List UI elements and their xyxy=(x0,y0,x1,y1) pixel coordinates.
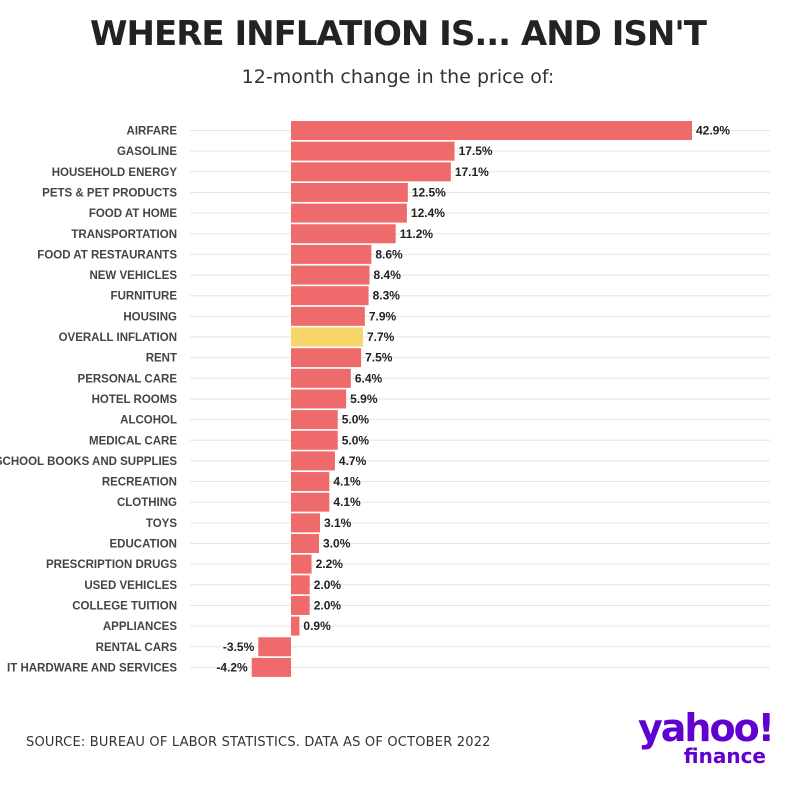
bar-toys xyxy=(291,513,320,533)
bar-recreation xyxy=(291,472,330,492)
value-label-housing: 7.9% xyxy=(369,309,397,323)
value-label-transportation: 11.2% xyxy=(400,227,434,241)
bar-education xyxy=(291,534,320,553)
value-label-airfare: 42.9% xyxy=(696,124,730,138)
value-label-recreation: 4.1% xyxy=(333,475,361,489)
yahoo-finance-logo: yahoo! finance xyxy=(638,708,778,770)
brand-name: yahoo! xyxy=(638,706,775,750)
bar-college-tuition xyxy=(291,595,310,615)
bar-overall-inflation xyxy=(291,327,363,347)
bar-new-vehicles xyxy=(291,265,370,285)
value-label-food-at-home: 12.4% xyxy=(411,206,445,220)
value-label-prescription-drugs: 2.2% xyxy=(316,557,344,571)
category-label-gasoline: GASOLINE xyxy=(117,146,177,158)
bar-school-books-and-supplies xyxy=(291,451,335,471)
bars xyxy=(251,121,692,677)
value-label-personal-care: 6.4% xyxy=(355,371,383,385)
value-label-education: 3.0% xyxy=(323,537,351,551)
value-label-school-books-and-supplies: 4.7% xyxy=(339,454,367,468)
bar-rent xyxy=(291,348,362,368)
category-label-used-vehicles: USED VEHICLES xyxy=(84,580,177,592)
value-label-rent: 7.5% xyxy=(365,351,393,365)
value-label-medical-care: 5.0% xyxy=(342,433,370,447)
category-labels: AIRFARE GASOLINE HOUSEHOLD ENERGY PETS & PE… xyxy=(0,126,177,675)
bar-transportation xyxy=(291,224,396,244)
page-title: WHERE INFLATION IS... AND ISN'T xyxy=(90,14,707,54)
gridlines xyxy=(190,130,770,668)
category-label-medical-care: MEDICAL CARE xyxy=(89,435,177,447)
category-label-rent: RENT xyxy=(146,353,177,365)
bar-housing xyxy=(291,306,365,326)
category-label-recreation: RECREATION xyxy=(102,477,177,489)
category-label-alcohol: ALCOHOL xyxy=(120,415,177,427)
bar-it-hardware-and-services xyxy=(251,657,291,677)
bar-hotel-rooms xyxy=(291,389,347,409)
bar-food-at-home xyxy=(291,203,407,223)
source-note: SOURCE: BUREAU OF LABOR STATISTICS. DATA… xyxy=(26,735,491,750)
value-label-household-energy: 17.1% xyxy=(455,165,489,179)
bar-appliances xyxy=(291,616,300,636)
bar-gasoline xyxy=(291,141,455,161)
category-label-school-books-and-supplies: SCHOOL BOOKS AND SUPPLIES xyxy=(0,456,177,468)
value-label-used-vehicles: 2.0% xyxy=(314,578,342,592)
value-label-new-vehicles: 8.4% xyxy=(374,268,402,282)
bar-clothing xyxy=(291,492,330,512)
bar-furniture xyxy=(291,286,369,306)
brand-sub: finance xyxy=(683,744,766,768)
page-subtitle: 12-month change in the price of: xyxy=(241,66,555,88)
category-label-housing: HOUSING xyxy=(123,311,177,323)
category-label-overall-inflation: OVERALL INFLATION xyxy=(59,332,177,344)
value-labels: 42.9% 17.5% 17.1% 12.5% 12.4% 11.2% 8.6% 8.4% 8.… xyxy=(216,124,730,675)
category-label-clothing: CLOTHING xyxy=(117,497,177,509)
value-label-overall-inflation: 7.7% xyxy=(367,330,395,344)
category-label-education: EDUCATION xyxy=(109,539,177,551)
value-label-it-hardware-and-services: -4.2% xyxy=(216,660,248,674)
value-label-rental-cars: -3.5% xyxy=(223,640,255,654)
category-label-personal-care: PERSONAL CARE xyxy=(78,373,178,385)
bar-medical-care xyxy=(291,430,338,450)
value-label-alcohol: 5.0% xyxy=(342,413,370,427)
category-label-college-tuition: COLLEGE TUITION xyxy=(72,600,177,612)
bar-pets-and-pet-products xyxy=(291,182,408,202)
bar-airfare xyxy=(291,121,692,140)
category-label-food-at-home: FOOD AT HOME xyxy=(89,208,177,220)
category-label-food-at-restaurants: FOOD AT RESTAURANTS xyxy=(37,249,177,261)
category-label-transportation: TRANSPORTATION xyxy=(71,229,177,241)
bar-alcohol xyxy=(291,410,338,430)
category-label-toys: TOYS xyxy=(146,518,177,530)
bar-prescription-drugs xyxy=(291,554,312,574)
category-label-household-energy: HOUSEHOLD ENERGY xyxy=(52,167,178,179)
value-label-clothing: 4.1% xyxy=(333,495,361,509)
bar-food-at-restaurants xyxy=(291,244,372,264)
value-label-food-at-restaurants: 8.6% xyxy=(375,247,403,261)
bar-rental-cars xyxy=(258,637,291,657)
value-label-hotel-rooms: 5.9% xyxy=(350,392,378,406)
bar-household-energy xyxy=(291,162,451,182)
value-label-toys: 3.1% xyxy=(324,516,352,530)
category-label-airfare: AIRFARE xyxy=(127,126,178,138)
category-label-it-hardware-and-services: IT HARDWARE AND SERVICES xyxy=(7,662,177,674)
category-label-pets-and-pet-products: PETS & PET PRODUCTS xyxy=(42,187,177,199)
category-label-appliances: APPLIANCES xyxy=(103,621,177,633)
category-label-new-vehicles: NEW VEHICLES xyxy=(89,270,177,282)
value-label-pets-and-pet-products: 12.5% xyxy=(412,185,446,199)
category-label-prescription-drugs: PRESCRIPTION DRUGS xyxy=(46,559,177,571)
bar-used-vehicles xyxy=(291,575,310,595)
value-label-gasoline: 17.5% xyxy=(459,144,493,158)
bar-personal-care xyxy=(291,368,351,388)
value-label-appliances: 0.9% xyxy=(303,619,331,633)
value-label-furniture: 8.3% xyxy=(373,289,401,303)
category-label-rental-cars: RENTAL CARS xyxy=(96,642,178,654)
category-label-hotel-rooms: HOTEL ROOMS xyxy=(92,394,178,406)
category-label-furniture: FURNITURE xyxy=(111,291,178,303)
value-label-college-tuition: 2.0% xyxy=(314,598,342,612)
